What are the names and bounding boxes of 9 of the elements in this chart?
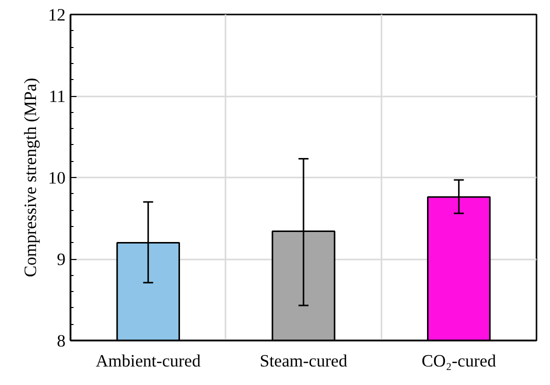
y-tick-label: 12	[48, 6, 66, 24]
y-tick-label: 11	[48, 87, 66, 106]
y-tick-label: 9	[56, 250, 66, 269]
y-tick-label: 8	[56, 332, 66, 350]
y-tick-label: 10	[48, 168, 66, 188]
x-tick-label: Ambient-cured	[96, 352, 201, 370]
x-tick-label: CO₂-cured	[422, 352, 496, 370]
y-axis-title: Compressive strength (MPa)	[21, 78, 40, 278]
x-tick-label: Steam-cured	[260, 352, 348, 370]
